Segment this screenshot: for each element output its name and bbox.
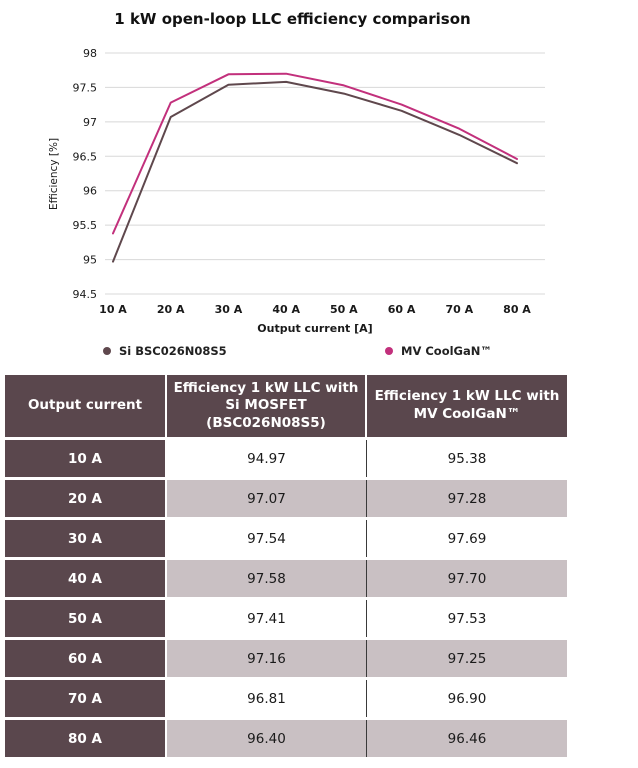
- si-value-cell: 94.97: [247, 450, 286, 467]
- row-values: 96.81 96.90: [167, 680, 567, 717]
- table-body: 10 A 94.97 95.38 20 A 97.07 97.28 30 A 97.54 97.…: [5, 440, 567, 757]
- header-output-current: Output current: [5, 375, 165, 437]
- gan-legend-dot-icon: [385, 347, 393, 355]
- row-label-cell: 60 A: [5, 640, 165, 677]
- table-row: 60 A 97.16 97.25: [5, 640, 567, 677]
- row-label-cell: 40 A: [5, 560, 165, 597]
- row-label-cell: 30 A: [5, 520, 165, 557]
- row-label-cell: 20 A: [5, 480, 165, 517]
- x-tick-label: 50 A: [330, 303, 358, 316]
- gan-value-cell: 97.53: [366, 600, 567, 637]
- chart-title: 1 kW open-loop LLC efficiency comparison: [114, 10, 471, 28]
- y-tick-label: 95: [83, 254, 97, 267]
- row-values: 97.07 97.28: [167, 480, 567, 517]
- row-label-cell: 10 A: [5, 440, 165, 477]
- row-label-cell: 80 A: [5, 720, 165, 757]
- table-row: 50 A 97.41 97.53: [5, 600, 567, 637]
- x-tick-label: 80 A: [503, 303, 531, 316]
- row-values: 97.41 97.53: [167, 600, 567, 637]
- si-legend-dot-icon: [103, 347, 111, 355]
- x-tick-label: 10 A: [99, 303, 127, 316]
- y-tick-label: 95.5: [73, 219, 98, 232]
- row-values: 96.40 96.46: [167, 720, 567, 757]
- x-tick-label: 30 A: [215, 303, 243, 316]
- table-header-row: Output current Efficiency 1 kW LLC with …: [5, 375, 567, 437]
- x-tick-label: 70 A: [445, 303, 473, 316]
- gan-series-line: [112, 72, 518, 235]
- efficiency-table: Output current Efficiency 1 kW LLC with …: [5, 375, 567, 760]
- row-values: 97.58 97.70: [167, 560, 567, 597]
- row-label-cell: 50 A: [5, 600, 165, 637]
- legend-item-si: Si BSC026N08S5: [103, 344, 227, 358]
- y-tick-label: 96.5: [73, 150, 98, 163]
- row-label-cell: 70 A: [5, 680, 165, 717]
- si-value-cell: 97.16: [247, 650, 286, 667]
- legend-label-si: Si BSC026N08S5: [119, 344, 227, 358]
- efficiency-line-chart: 1 kW open-loop LLC efficiency comparison…: [0, 0, 638, 372]
- table-row: 30 A 97.54 97.69: [5, 520, 567, 557]
- x-tick-label: 20 A: [157, 303, 185, 316]
- legend-item-gan: MV CoolGaN™: [385, 344, 492, 358]
- row-values: 97.16 97.25: [167, 640, 567, 677]
- row-values: 97.54 97.69: [167, 520, 567, 557]
- si-series-line: [112, 80, 518, 263]
- table-row: 80 A 96.40 96.46: [5, 720, 567, 757]
- chart-plot-area: 98 97.5 97 96.5 96 95.5 95 94.510 A 20 A 30 A 40 A…: [48, 47, 545, 335]
- gan-value-cell: 96.46: [366, 720, 567, 757]
- gan-value-cell: 97.25: [366, 640, 567, 677]
- x-axis-title: Output current [A]: [257, 322, 372, 335]
- gan-value-cell: 95.38: [366, 440, 567, 477]
- si-value-cell: 97.41: [247, 610, 286, 627]
- si-value-cell: 96.40: [247, 730, 286, 747]
- x-tick-label: 40 A: [272, 303, 300, 316]
- gan-value-cell: 97.69: [366, 520, 567, 557]
- gan-value-cell: 97.70: [366, 560, 567, 597]
- si-value-cell: 97.58: [247, 570, 286, 587]
- si-value-cell: 96.81: [247, 690, 286, 707]
- table-row: 10 A 94.97 95.38: [5, 440, 567, 477]
- y-tick-label: 97: [83, 116, 97, 129]
- y-axis-title: Efficiency [%]: [48, 138, 60, 210]
- header-si-efficiency: Efficiency 1 kW LLC with Si MOSFET (BSC0…: [167, 375, 365, 437]
- header-gan-efficiency: Efficiency 1 kW LLC with MV CoolGaN™: [367, 375, 567, 437]
- si-value-cell: 97.07: [247, 490, 286, 507]
- gan-value-cell: 96.90: [366, 680, 567, 717]
- table-row: 20 A 97.07 97.28: [5, 480, 567, 517]
- si-value-cell: 97.54: [247, 530, 286, 547]
- legend-label-gan: MV CoolGaN™: [401, 344, 492, 358]
- x-tick-label: 60 A: [388, 303, 416, 316]
- table-row: 40 A 97.58 97.70: [5, 560, 567, 597]
- gan-value-cell: 97.28: [366, 480, 567, 517]
- y-tick-label: 96: [83, 185, 97, 198]
- y-tick-label: 98: [83, 47, 97, 60]
- table-row: 70 A 96.81 96.90: [5, 680, 567, 717]
- row-values: 94.97 95.38: [167, 440, 567, 477]
- y-tick-label: 94.5: [73, 288, 98, 301]
- y-tick-label: 97.5: [73, 81, 98, 94]
